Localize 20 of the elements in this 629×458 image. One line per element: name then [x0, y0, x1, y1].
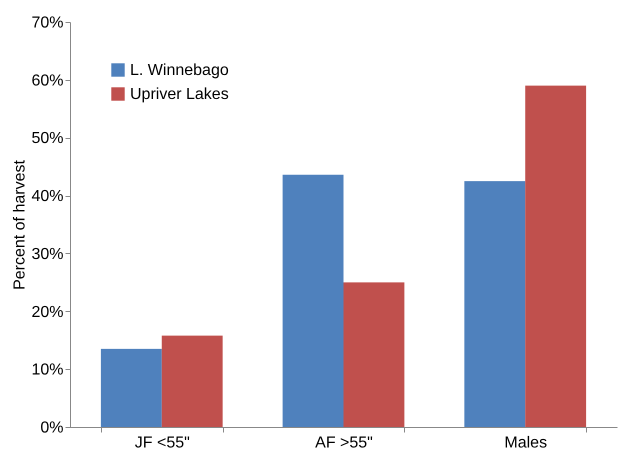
bar [162, 336, 223, 427]
legend-label: L. Winnebago [130, 62, 229, 79]
bar [344, 282, 404, 427]
bar [282, 174, 344, 427]
y-axis-title: Percent of harvest [11, 160, 28, 290]
bar [100, 348, 162, 427]
x-tick-label: JF <55" [134, 434, 190, 452]
y-tick-label: 10% [31, 362, 64, 379]
legend-label: Upriver Lakes [130, 86, 229, 103]
y-tick-label: 60% [31, 72, 64, 90]
y-tick-label: 50% [31, 130, 64, 148]
y-tick-label: 40% [31, 188, 64, 206]
y-tick-label: 20% [31, 304, 64, 321]
x-tick-label: Males [504, 434, 548, 452]
y-tick-label: 0% [40, 420, 64, 436]
y-tick-label: 30% [31, 246, 64, 263]
bar [464, 181, 526, 427]
x-tick-label: AF >55" [315, 434, 373, 452]
bar [525, 86, 586, 427]
y-tick-label: 70% [31, 14, 64, 32]
